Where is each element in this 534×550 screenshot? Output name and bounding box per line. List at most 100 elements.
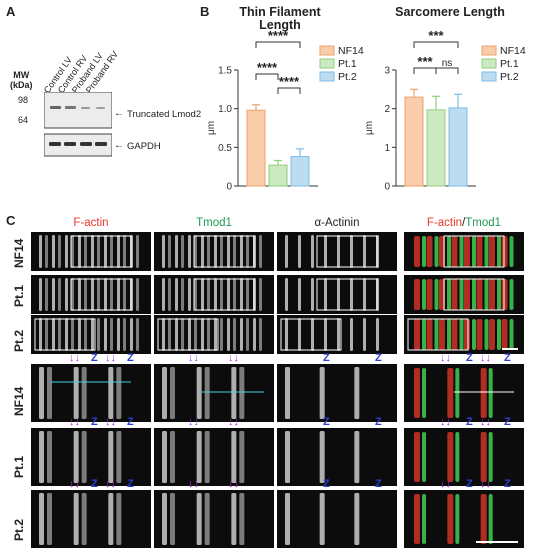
striation (170, 367, 175, 419)
blot-bands-gapdh (49, 142, 107, 146)
arrow-marker: ↓↓ (69, 416, 80, 428)
legend-swatch (481, 45, 497, 56)
striation (253, 318, 256, 351)
striation (240, 278, 243, 311)
z-line-marker: Z (91, 352, 98, 364)
striation (285, 278, 288, 311)
merge-green-band (484, 236, 489, 267)
striation (45, 318, 48, 351)
striation (188, 278, 191, 311)
merge-red-band (439, 319, 445, 350)
legend-label: Pt.1 (338, 58, 357, 70)
striation (136, 278, 139, 311)
striation (201, 278, 204, 311)
arrow-gapdh: ← (114, 140, 124, 151)
arrow-marker: ↓↓ (188, 478, 199, 490)
striation (354, 367, 360, 419)
arrow-marker: ↓↓ (480, 416, 491, 428)
y-tick-label: 2 (384, 104, 390, 115)
merge-red-band (480, 432, 487, 482)
overview-pt2-ch1 (154, 315, 274, 354)
striation (204, 431, 210, 483)
striation (104, 278, 107, 311)
striation (285, 318, 288, 351)
striation (91, 318, 94, 351)
significance-label: **** (279, 74, 300, 89)
merge-red-band (489, 236, 495, 267)
zoom-nf14-ch0 (31, 364, 151, 422)
bar-nf14 (404, 96, 424, 187)
y-tick-label: 0 (226, 182, 232, 193)
striation (175, 318, 178, 351)
merge-green-band (455, 432, 460, 482)
z-line-marker: Z (375, 352, 382, 364)
striation (311, 318, 314, 351)
striation (239, 493, 245, 545)
striation (201, 318, 204, 351)
striation (110, 235, 113, 268)
merge-green-band (455, 494, 460, 544)
striation (123, 318, 126, 351)
z-line-marker: Z (127, 416, 134, 428)
panel-b-letter: B (200, 4, 210, 19)
z-line-marker: Z (91, 416, 98, 428)
striation (220, 235, 223, 268)
striation (71, 235, 74, 268)
arrow-marker: ↓↓ (69, 478, 80, 490)
striation (350, 318, 353, 351)
striation (39, 493, 44, 545)
striation (91, 235, 94, 268)
micrograph-bg (277, 364, 397, 422)
chart2-title: Sarcomere Length (395, 5, 505, 19)
zoom-row-label-pt1: Pt.1 (12, 455, 26, 478)
legend-swatch (319, 71, 335, 82)
zoom-pt2-ch1 (154, 490, 274, 548)
striation (259, 235, 262, 268)
zoom-inset-box (193, 235, 255, 268)
significance-bracket (255, 41, 301, 48)
zoom-inset-box (443, 235, 505, 268)
overview-nf14-ch3 (404, 232, 524, 271)
merge-green-band (434, 236, 439, 267)
overview-pt2-ch0 (31, 315, 151, 354)
striation (188, 235, 191, 268)
merge-red-band (426, 319, 433, 350)
striation (246, 235, 249, 268)
arrow-marker: ↓↓ (228, 416, 239, 428)
zoom-inset-box (193, 278, 255, 311)
zoom-row-label-nf14: NF14 (12, 386, 26, 416)
zoom-inset-box (316, 278, 378, 311)
overview-pt1-ch2 (277, 275, 397, 314)
row-label-pt2: Pt.2 (12, 329, 26, 352)
zoom-inset-box (157, 318, 219, 351)
merge-green-band (434, 279, 439, 310)
lane-labels: Control LV Control RV Proband LV Proband… (42, 20, 130, 95)
channel-label-factin: F-actin (73, 217, 109, 229)
merge-green-band (447, 319, 451, 350)
merge-red-band (476, 319, 483, 350)
mw-label-line2: (kDa) (10, 80, 33, 90)
merge-red-band (414, 368, 420, 418)
bar-pt2 (448, 107, 468, 187)
striation (104, 235, 107, 268)
legend-label: NF14 (500, 45, 526, 57)
striation (117, 235, 120, 268)
striation (285, 431, 290, 483)
striation (71, 278, 74, 311)
merge-green-band (472, 279, 476, 310)
striation (73, 367, 79, 419)
zoom-nf14-ch1 (154, 364, 274, 422)
striation (81, 367, 87, 419)
arrow-marker: ↓↓ (480, 352, 491, 364)
z-line-marker: Z (323, 416, 330, 428)
merge-red-band (447, 368, 454, 418)
merge-label-factin: F-actin (426, 217, 463, 229)
z-line-marker: Z (127, 478, 134, 490)
striation (324, 318, 327, 351)
striation (52, 318, 55, 351)
striation (207, 235, 210, 268)
channel-label-tmod1: Tmod1 (196, 217, 232, 229)
zoom-pt2-ch3 (404, 490, 524, 548)
striation (136, 318, 139, 351)
